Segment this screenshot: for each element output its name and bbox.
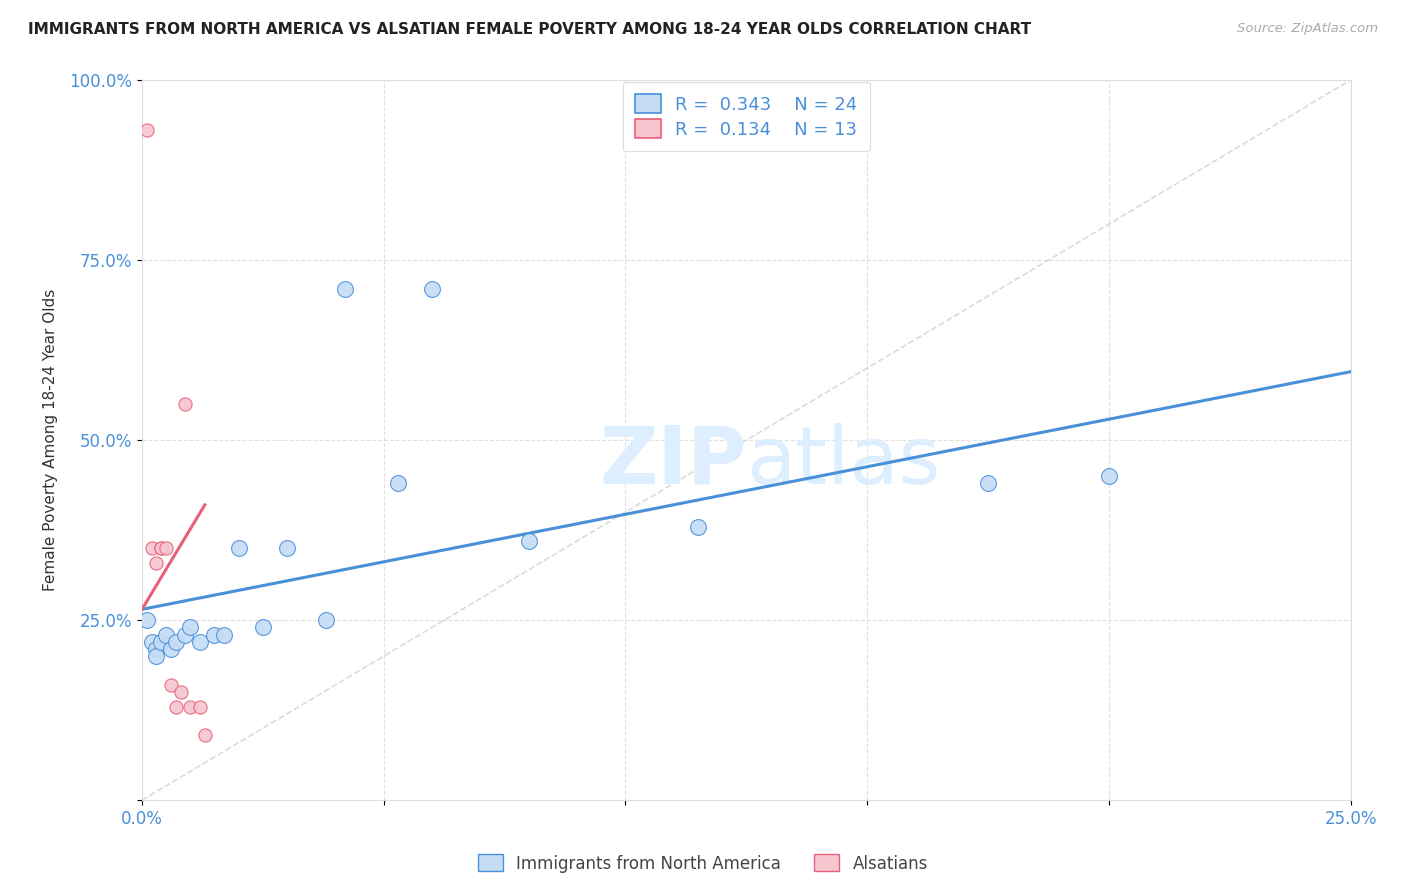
Point [276, 541, 298, 556]
Point [135, 123, 157, 137]
Point [135, 613, 157, 627]
Point [155, 627, 177, 641]
Point [174, 627, 197, 641]
Point [141, 541, 163, 556]
Point [252, 620, 274, 634]
Text: atlas: atlas [747, 423, 941, 500]
Point [165, 699, 187, 714]
Point [165, 634, 187, 648]
Point [155, 541, 177, 556]
Point [160, 678, 183, 692]
Point [145, 642, 167, 657]
Point [1098, 469, 1121, 483]
Legend: Immigrants from North America, Alsatians: Immigrants from North America, Alsatians [471, 847, 935, 880]
Point [150, 541, 173, 556]
Point [194, 728, 217, 742]
Point [420, 282, 443, 296]
Point [179, 620, 201, 634]
Point [228, 541, 250, 556]
Point [387, 476, 409, 491]
Point [169, 685, 191, 699]
Text: Source: ZipAtlas.com: Source: ZipAtlas.com [1237, 22, 1378, 36]
Point [188, 699, 211, 714]
Point [150, 634, 173, 648]
Point [150, 541, 173, 556]
Point [333, 282, 356, 296]
Point [977, 476, 1000, 491]
Point [315, 613, 337, 627]
Text: ZIP: ZIP [599, 423, 747, 500]
Point [145, 556, 167, 570]
Text: IMMIGRANTS FROM NORTH AMERICA VS ALSATIAN FEMALE POVERTY AMONG 18-24 YEAR OLDS C: IMMIGRANTS FROM NORTH AMERICA VS ALSATIA… [28, 22, 1031, 37]
Point [145, 649, 167, 664]
Point [686, 519, 709, 533]
Point [212, 627, 235, 641]
Point [179, 699, 201, 714]
Point [141, 634, 163, 648]
Point [160, 642, 183, 657]
Legend: R =  0.343    N = 24, R =  0.134    N = 13: R = 0.343 N = 24, R = 0.134 N = 13 [623, 82, 870, 152]
Y-axis label: Female Poverty Among 18-24 Year Olds: Female Poverty Among 18-24 Year Olds [44, 289, 58, 591]
Point [174, 397, 197, 411]
Point [188, 634, 211, 648]
Point [204, 627, 226, 641]
Point [517, 533, 540, 548]
